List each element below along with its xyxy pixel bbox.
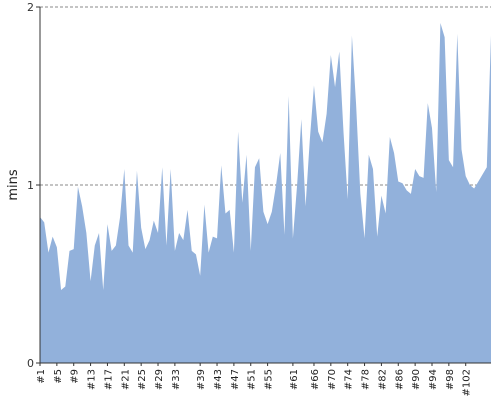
x-tick-label: #78 [361,369,372,390]
x-tick-label: #17 [103,369,114,390]
x-tick-label: #86 [394,369,405,390]
x-tick-label: #66 [310,369,321,390]
x-tick-label: #102 [462,369,473,396]
y-tick-label: 0 [27,357,34,370]
x-tick-labels: #1 #5 #9 #13 #17 #21 #25 #29 #33 #39 #43 #47 #51 #55 #… [36,369,473,396]
x-tick-label: #51 [247,369,258,390]
y-tick-label: 2 [27,1,34,14]
grid-layer [40,6,491,186]
x-tick-label: #5 [53,369,64,384]
x-tick-label: #98 [445,369,456,390]
x-tick-label: #61 [289,369,300,390]
x-tick-label: #33 [171,369,182,390]
y-axis-label: mins [6,169,21,201]
x-tick-label: #43 [213,369,224,390]
x-tick-label: #13 [87,369,98,390]
x-tick-label: #55 [264,369,275,390]
x-tick-label: #1 [36,369,47,384]
series-area [40,23,491,364]
x-tick-label: #47 [230,369,241,390]
area-layer [40,23,491,364]
x-tick-label: #39 [196,369,207,390]
x-tick-label: #82 [377,369,388,390]
x-tick-label: #74 [344,369,355,390]
x-tick-label: #25 [137,369,148,390]
y-tick-labels: 0 1 2 [27,1,34,370]
x-tick-label: #21 [120,369,131,390]
x-tick-label: #29 [154,369,165,390]
y-tick-label: 1 [27,179,34,192]
axis-layer [36,6,491,366]
x-tick-label: #94 [428,369,439,390]
x-tick-label: #70 [327,369,338,390]
x-tick-label: #90 [411,369,422,390]
x-tick-label: #9 [70,369,81,384]
